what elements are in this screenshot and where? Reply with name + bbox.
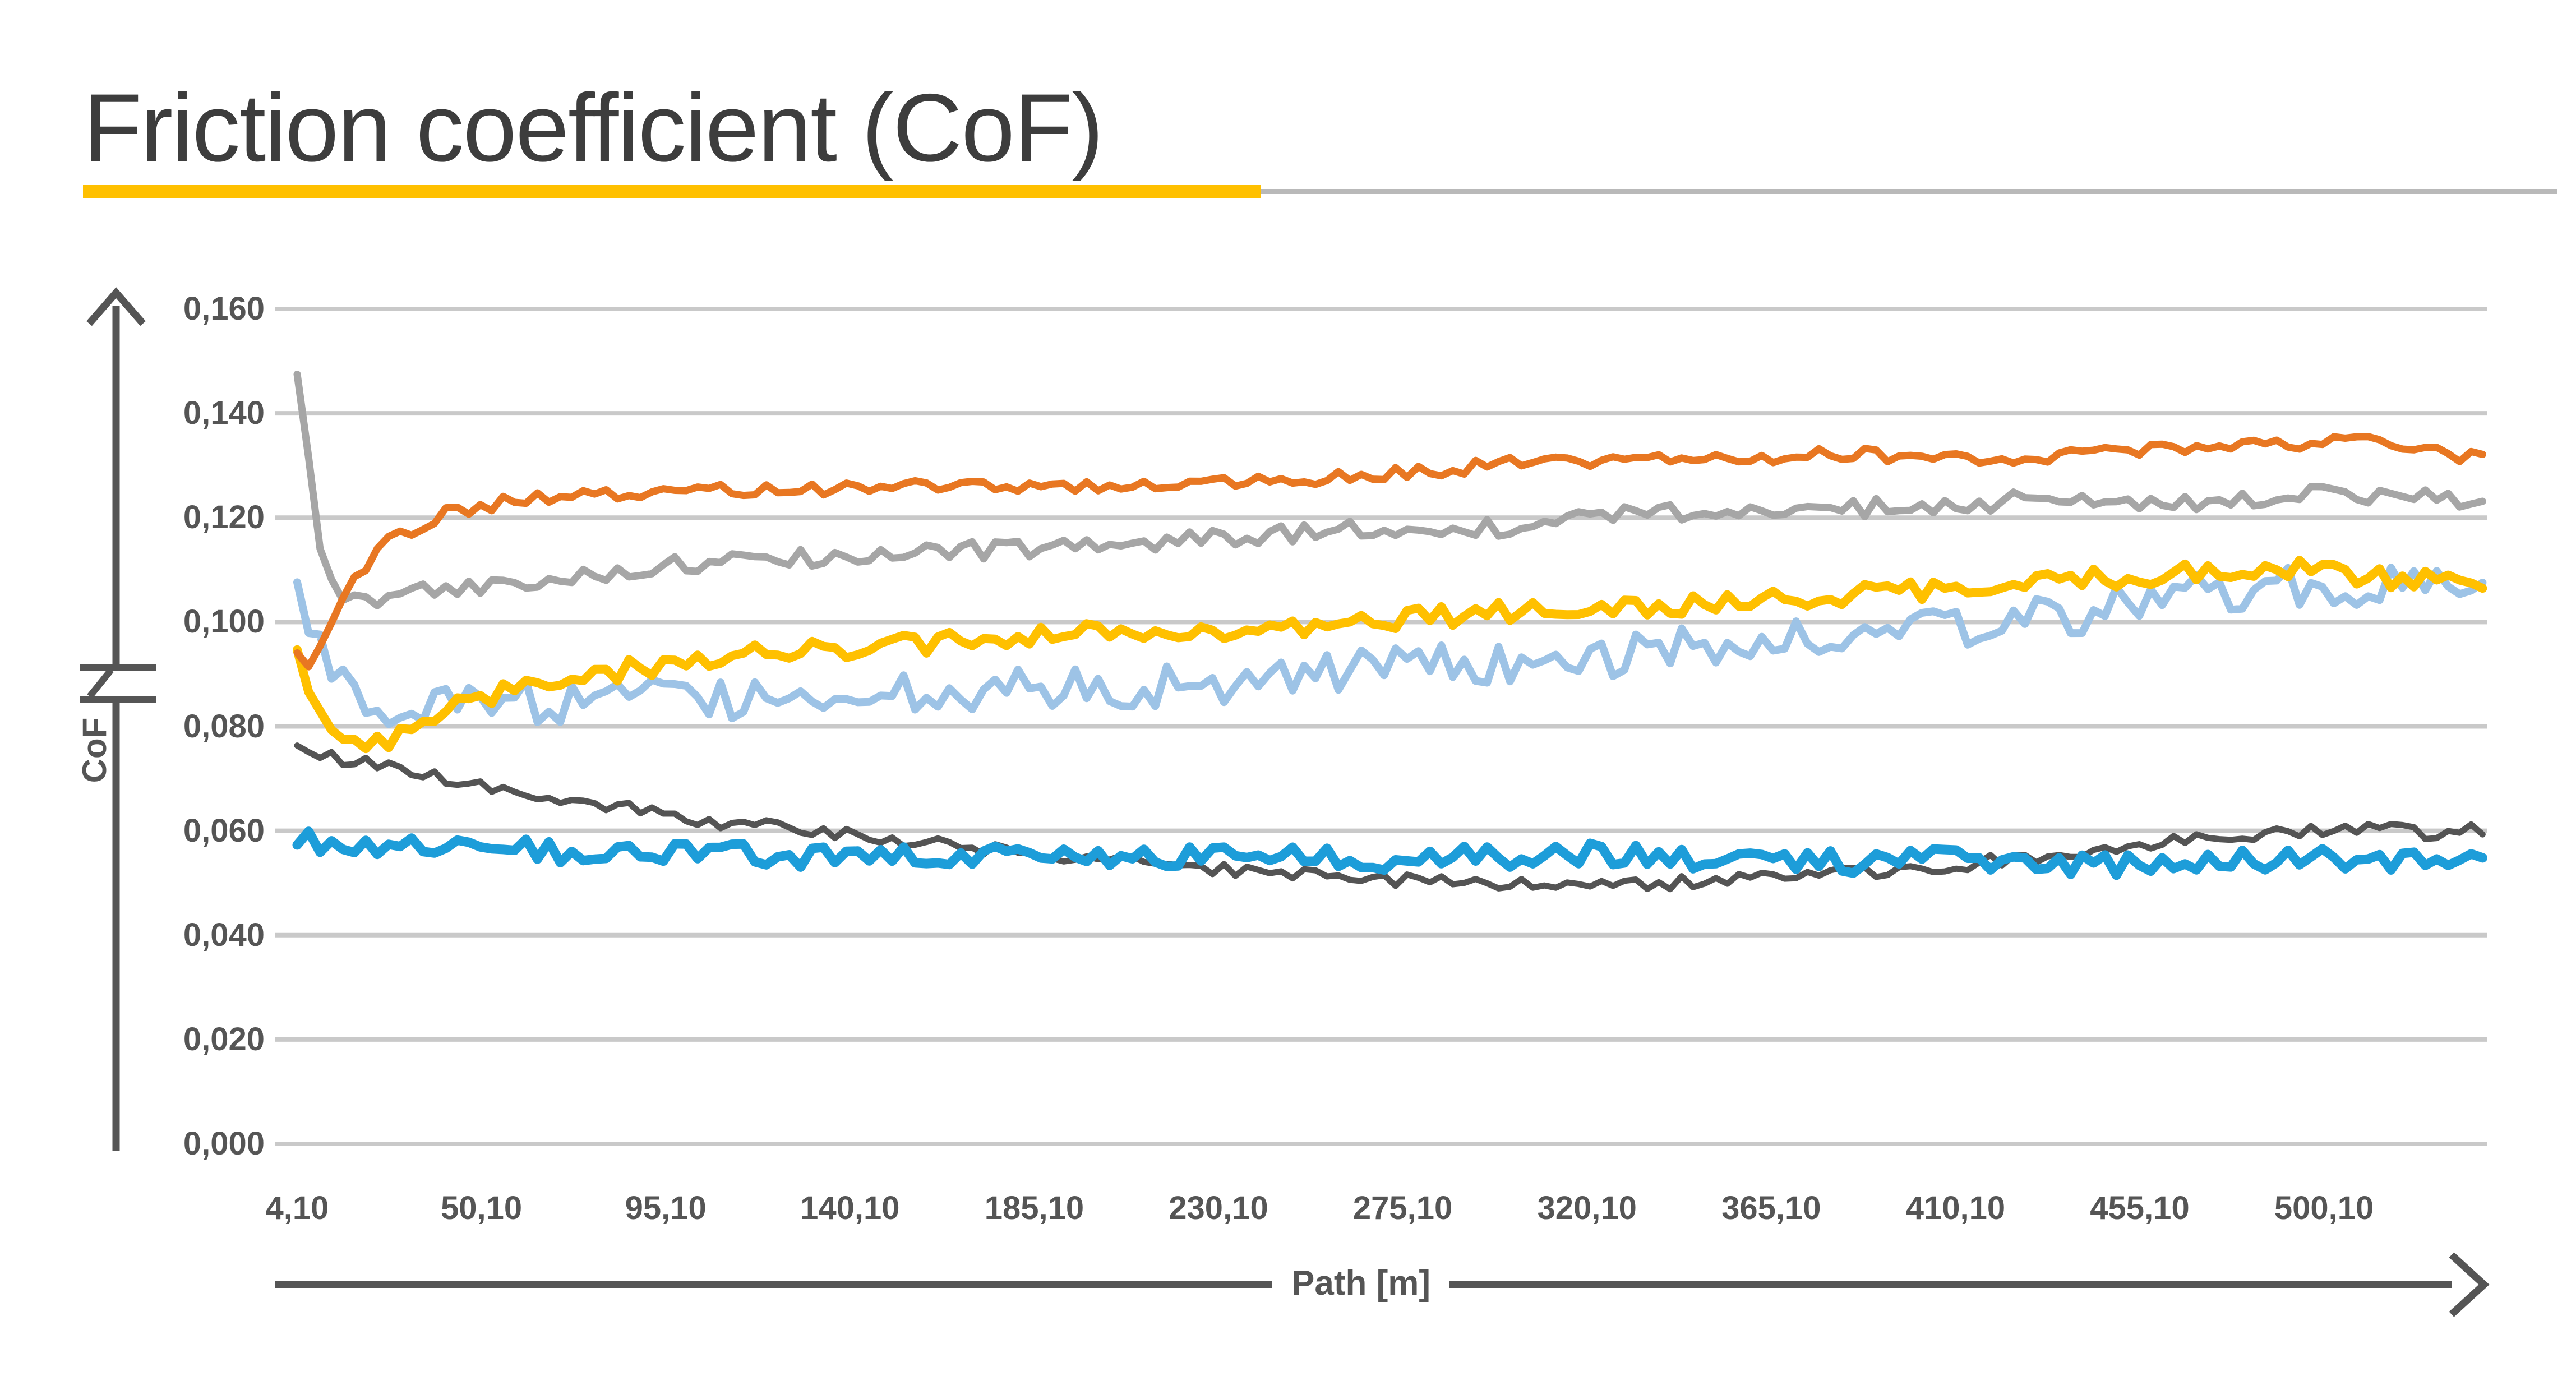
chart-title: Friction coefficient (CoF) (83, 74, 1104, 182)
x-tick-label: 95,10 (625, 1190, 707, 1226)
x-tick-label: 275,10 (1352, 1190, 1453, 1226)
title-underline-rule (1261, 189, 2557, 194)
series-yellow-run-line (293, 556, 2487, 754)
series-orange-run-line (293, 433, 2486, 671)
x-tick-label: 140,10 (800, 1190, 900, 1226)
y-tick-label: 0,060 (183, 812, 265, 849)
series-gray-run-line (293, 371, 2486, 609)
x-tick-label: 50,10 (441, 1190, 523, 1226)
x-tick-label: 500,10 (2274, 1190, 2374, 1226)
x-tick-label: 365,10 (1721, 1190, 1821, 1226)
x-axis-arrow-icon (2449, 1252, 2490, 1317)
y-tick-label: 0,140 (183, 395, 265, 432)
y-tick-label: 0,000 (183, 1125, 265, 1162)
title-underline-accent (83, 185, 1261, 198)
x-axis-title: Path [m] (1291, 1264, 1430, 1303)
y-tick-label: 0,080 (183, 708, 265, 745)
y-axis-title: CoF (76, 717, 113, 783)
x-tick-label: 185,10 (984, 1190, 1084, 1226)
x-tick-label: 4,10 (265, 1190, 329, 1226)
x-tick-label: 320,10 (1537, 1190, 1637, 1226)
series-cyan-run-line (292, 826, 2487, 880)
x-tick-label: 230,10 (1169, 1190, 1268, 1226)
x-tick-label: 455,10 (2090, 1190, 2190, 1226)
y-axis-break-icon (87, 668, 114, 699)
y-tick-label: 0,120 (183, 499, 265, 536)
y-tick-label: 0,020 (183, 1021, 265, 1058)
y-tick-label: 0,100 (183, 603, 265, 640)
y-axis-arrow-icon (86, 287, 146, 326)
series-darkgray-run-line (294, 742, 2486, 893)
y-tick-label: 0,040 (183, 916, 265, 953)
y-tick-label: 0,160 (183, 290, 265, 327)
series-lightblue-run-line (293, 564, 2487, 728)
x-tick-label: 410,10 (1905, 1190, 2006, 1226)
